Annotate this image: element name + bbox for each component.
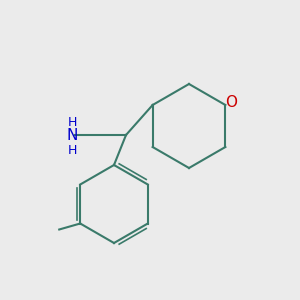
Text: H: H bbox=[67, 116, 77, 130]
Text: N: N bbox=[66, 128, 78, 142]
Text: H: H bbox=[67, 143, 77, 157]
Text: O: O bbox=[225, 94, 237, 110]
